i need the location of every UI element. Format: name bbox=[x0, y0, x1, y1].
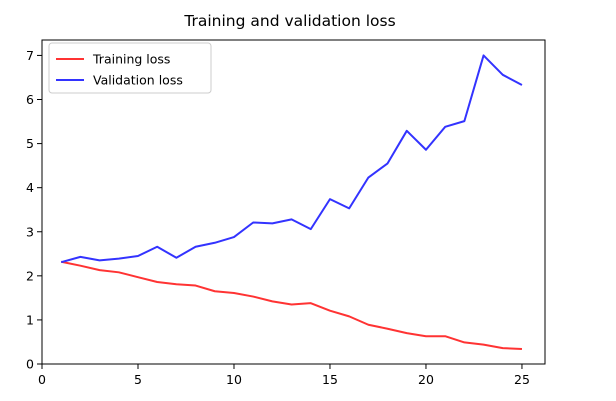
x-tick-label: 5 bbox=[134, 372, 142, 387]
x-tick-label: 15 bbox=[322, 372, 338, 387]
series-layer bbox=[60, 54, 523, 351]
chart-title: Training and validation loss bbox=[183, 12, 395, 30]
plot-area bbox=[41, 39, 546, 365]
y-tick-label: 4 bbox=[26, 180, 34, 195]
y-tick-label: 7 bbox=[26, 48, 34, 63]
x-tick-label: 25 bbox=[514, 372, 530, 387]
legend-label-validation-loss: Validation loss bbox=[93, 73, 183, 88]
series-line-validation-loss bbox=[60, 54, 523, 264]
x-tick-label: 0 bbox=[38, 372, 46, 387]
y-tick-label: 5 bbox=[26, 136, 34, 151]
x-tick-label: 20 bbox=[418, 372, 434, 387]
y-tick-label: 1 bbox=[26, 312, 34, 327]
y-tick-label: 2 bbox=[26, 268, 34, 283]
y-tick-label: 0 bbox=[26, 357, 34, 372]
legend-label-training-loss: Training loss bbox=[92, 52, 170, 67]
y-tick-label: 3 bbox=[26, 224, 34, 239]
y-axis-ticks: 0 1 2 3 4 5 6 7 bbox=[26, 48, 42, 372]
series-line-training-loss bbox=[60, 260, 523, 351]
legend: Training loss Validation loss bbox=[48, 42, 212, 94]
legend-box bbox=[48, 42, 212, 94]
y-tick-label: 6 bbox=[26, 92, 34, 107]
x-axis-ticks: 0 5 10 15 20 25 bbox=[38, 364, 530, 387]
x-tick-label: 10 bbox=[226, 372, 242, 387]
